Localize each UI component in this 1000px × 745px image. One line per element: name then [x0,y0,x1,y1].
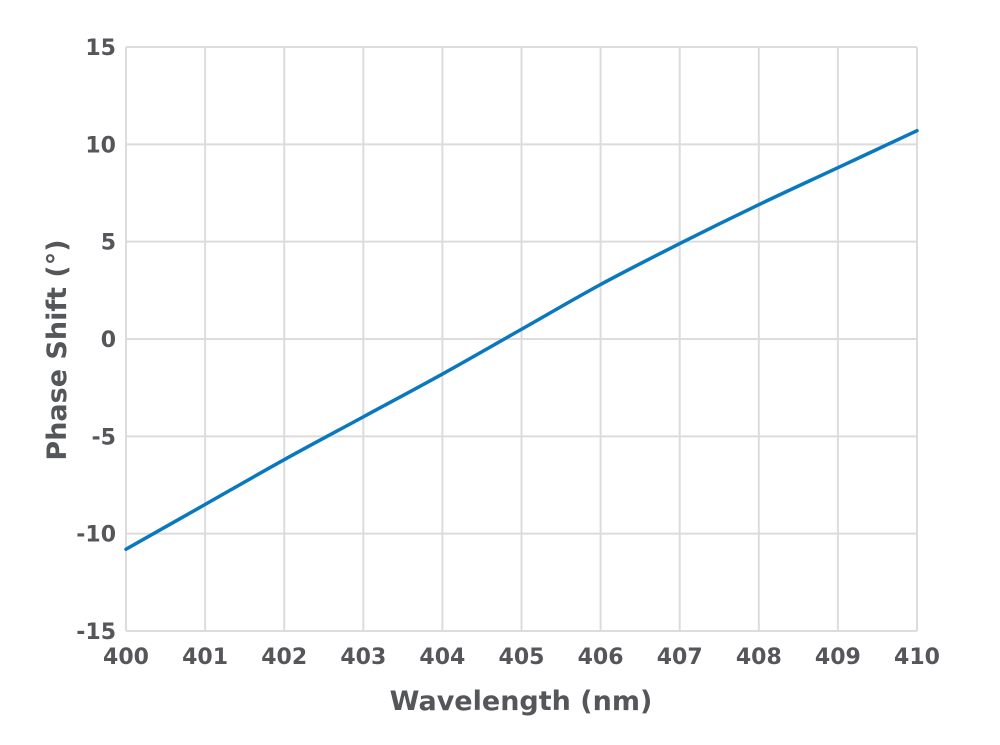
x-tick-label: 410 [894,645,940,670]
x-tick-label: 401 [182,645,228,670]
x-tick-label: 404 [419,645,465,670]
y-tick-label: 5 [101,231,116,256]
y-tick-labels: 15 10 5 0 -5 -10 -15 [76,36,116,645]
x-tick-labels: 400 401 402 403 404 405 406 407 408 409 410 [103,645,940,670]
x-tick-label: 408 [736,645,782,670]
y-tick-label: 15 [85,36,116,61]
y-tick-label: -10 [76,523,116,548]
grid [125,46,918,632]
y-tick-label: 10 [85,133,116,158]
y-tick-label: -15 [76,620,116,645]
x-axis-title: Wavelength (nm) [390,686,653,717]
x-tick-label: 409 [815,645,861,670]
series-line-0 [124,128,919,551]
y-tick-label: -5 [92,425,116,450]
x-tick-label: 406 [578,645,624,670]
x-tick-label: 403 [340,645,386,670]
y-tick-label: 0 [101,328,116,353]
x-tick-label: 402 [261,645,307,670]
x-tick-label: 405 [499,645,545,670]
y-axis-title: Phase Shift (°) [42,239,73,460]
series-group [124,128,919,551]
x-tick-label: 407 [657,645,703,670]
x-tick-label: 400 [103,645,149,670]
